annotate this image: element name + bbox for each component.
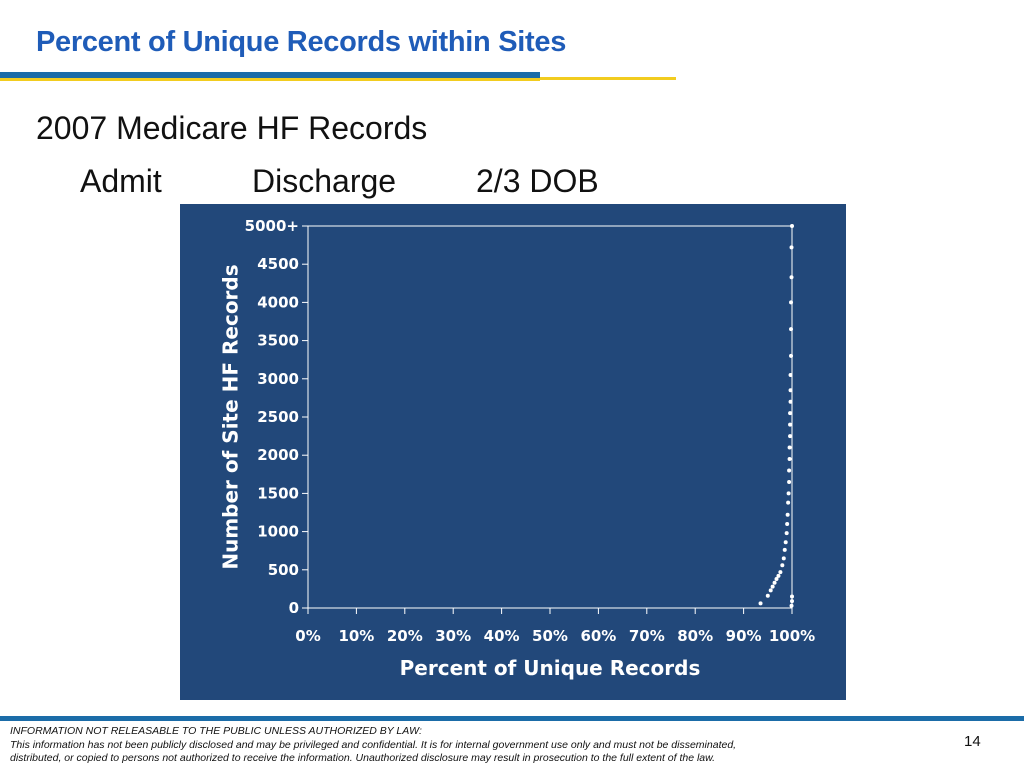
scatter-point — [786, 491, 791, 496]
page-number: 14 — [964, 733, 981, 750]
scatter-point — [789, 275, 794, 280]
slide-title: Percent of Unique Records within Sites — [36, 26, 567, 58]
scatter-point — [778, 570, 783, 575]
scatter-point — [774, 576, 779, 581]
x-tick-label: 90% — [726, 627, 762, 645]
title-underline-gold — [0, 78, 540, 81]
chart-panel: 0% 10% 20% 30% 40% 50% 60% 70% 80% 90% 100% 0 500 10… — [180, 204, 846, 700]
plot-area-frame — [307, 225, 793, 609]
footer-divider — [0, 716, 1024, 721]
scatter-point — [788, 422, 793, 427]
scatter-point — [789, 300, 794, 305]
scatter-point — [770, 584, 775, 589]
y-tick-label: 2500 — [257, 408, 299, 426]
y-tick-label: 500 — [268, 561, 299, 579]
y-tick-label: 1500 — [257, 484, 299, 502]
slide-subtitle: 2007 Medicare HF Records — [36, 110, 428, 146]
scatter-point — [789, 327, 794, 332]
title-underline-blue — [0, 72, 540, 78]
scatter-point — [790, 594, 794, 599]
label-admit: Admit — [80, 163, 162, 199]
x-tick-label: 80% — [677, 627, 713, 645]
scatter-point — [787, 457, 792, 462]
label-dob: 2/3 DOB — [476, 163, 599, 199]
footer-disclaimer-line-3: distributed, or copied to persons not au… — [10, 752, 716, 764]
x-tick-label: 40% — [484, 627, 520, 645]
x-tick-label: 30% — [435, 627, 471, 645]
scatter-point — [786, 500, 791, 505]
scatter-point — [788, 372, 793, 377]
scatter-point — [789, 245, 794, 250]
y-axis-ticks: 0 500 1000 1500 2000 2500 3000 3500 4000 4500 5000… — [245, 217, 308, 617]
y-tick-label: 2000 — [257, 446, 299, 464]
scatter-point — [790, 599, 794, 604]
scatter-point — [758, 601, 763, 606]
scatter-point — [780, 563, 785, 568]
y-tick-label: 4500 — [257, 255, 299, 273]
y-tick-label: 4000 — [257, 293, 299, 311]
x-tick-label: 100% — [769, 627, 815, 645]
scatter-point — [787, 468, 792, 473]
x-tick-label: 0% — [295, 627, 320, 645]
x-axis-ticks: 0% 10% 20% 30% 40% 50% 60% 70% 80% 90% 100% — [295, 608, 815, 645]
scatter-point — [788, 388, 793, 393]
scatter-point — [785, 512, 790, 517]
scatter-point — [787, 445, 792, 450]
x-tick-label: 70% — [629, 627, 665, 645]
y-tick-label: 5000+ — [245, 217, 299, 235]
scatter-point — [788, 434, 793, 439]
footer-disclaimer: INFORMATION NOT RELEASABLE TO THE PUBLIC… — [10, 725, 870, 766]
scatter-chart: 0% 10% 20% 30% 40% 50% 60% 70% 80% 90% 100% 0 500 10… — [219, 217, 816, 680]
scatter-point — [782, 547, 787, 552]
scatter-point — [788, 399, 793, 404]
x-tick-label: 60% — [580, 627, 616, 645]
scatter-point — [785, 521, 790, 526]
x-tick-label: 50% — [532, 627, 568, 645]
footer-disclaimer-line-1: INFORMATION NOT RELEASABLE TO THE PUBLIC… — [10, 725, 422, 737]
footer-disclaimer-line-2: This information has not been publicly d… — [10, 738, 737, 751]
y-tick-label: 0 — [289, 599, 299, 617]
scatter-point — [789, 353, 794, 358]
scatter-point — [789, 603, 794, 608]
scatter-point — [772, 580, 777, 585]
scatter-point — [788, 411, 793, 416]
x-tick-label: 20% — [387, 627, 423, 645]
y-tick-label: 3000 — [257, 370, 299, 388]
scatter-point — [781, 556, 786, 561]
label-discharge: Discharge — [252, 163, 397, 199]
y-tick-label: 3500 — [257, 332, 299, 350]
title-underline-gold-extension — [540, 77, 676, 80]
scatter-point — [768, 588, 773, 593]
scatter-point — [783, 540, 788, 545]
x-tick-label: 10% — [338, 627, 374, 645]
x-axis-label: Percent of Unique Records — [400, 656, 701, 680]
y-axis-label: Number of Site HF Records — [219, 264, 243, 569]
scatter-point — [776, 573, 781, 578]
y-tick-label: 1000 — [257, 523, 299, 541]
scatter-point — [765, 593, 770, 598]
scatter-point — [784, 531, 789, 536]
scatter-point — [787, 479, 792, 484]
data-points — [758, 224, 794, 608]
scatter-point — [790, 224, 794, 228]
